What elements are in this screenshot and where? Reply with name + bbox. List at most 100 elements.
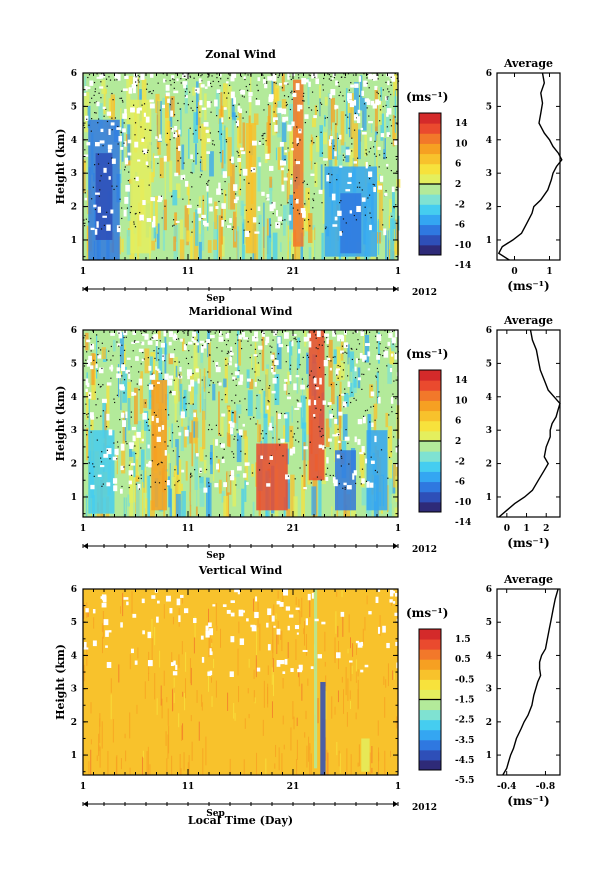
gap-speck	[369, 137, 372, 141]
gap-speck	[142, 148, 148, 154]
noise-dot	[94, 111, 96, 114]
heatmap-streak	[185, 652, 187, 672]
heatmap-streak	[151, 618, 153, 639]
gap-speck	[347, 381, 351, 387]
noise-dot	[262, 137, 264, 140]
heatmap-streak	[240, 206, 242, 227]
noise-dot	[185, 79, 187, 81]
noise-dot	[244, 73, 246, 75]
heatmap-streak	[338, 440, 342, 455]
noise-dot	[84, 424, 87, 427]
gap-speck	[255, 596, 258, 602]
noise-dot	[221, 188, 223, 191]
heatmap-streak	[87, 608, 89, 617]
gap-speck	[332, 73, 336, 77]
noise-dot	[325, 226, 327, 228]
noise-dot	[200, 470, 202, 472]
noise-dot	[243, 179, 245, 181]
gap-speck	[110, 122, 115, 126]
noise-dot	[391, 411, 393, 413]
x-axis-label: Local Time (Day)	[188, 814, 293, 827]
heatmap-streak	[341, 676, 343, 683]
colorbar-swatch	[419, 184, 441, 195]
noise-dot	[313, 142, 315, 144]
colorbar-tick-label: -0.5	[455, 675, 474, 685]
noise-dot	[227, 73, 230, 75]
heatmap-streak	[198, 80, 202, 118]
gap-speck	[362, 359, 365, 362]
gap-speck	[393, 601, 396, 604]
gap-speck	[334, 151, 337, 157]
heatmap-streak	[253, 690, 255, 702]
heatmap-streak	[200, 362, 203, 394]
y-tick-label: 1	[71, 236, 77, 246]
heatmap-streak	[208, 633, 210, 658]
gap-speck	[301, 78, 307, 85]
noise-dot	[356, 186, 359, 188]
heatmap-streak	[196, 477, 198, 517]
gap-speck	[207, 80, 211, 87]
gap-speck	[226, 81, 229, 84]
gap-speck	[366, 99, 371, 105]
noise-dot	[236, 126, 239, 128]
gap-speck	[298, 128, 302, 134]
colorbar-swatch	[419, 204, 441, 215]
noise-dot	[277, 223, 279, 225]
heatmap-streak	[264, 137, 268, 163]
gap-speck	[353, 114, 359, 121]
noise-dot	[185, 344, 188, 346]
noise-dot	[374, 469, 376, 472]
gap-speck	[251, 625, 257, 632]
gap-speck	[135, 176, 139, 182]
gap-speck	[163, 155, 167, 162]
heatmap-streak	[154, 673, 156, 700]
heatmap-streak	[396, 716, 398, 729]
noise-dot	[151, 373, 153, 375]
noise-dot	[135, 452, 137, 455]
noise-dot	[308, 107, 310, 109]
heatmap-streak	[171, 652, 173, 664]
noise-dot	[199, 476, 201, 478]
heatmap-streak	[159, 650, 161, 668]
profile-line	[502, 588, 559, 776]
heatmap-streak	[331, 97, 335, 123]
noise-dot	[253, 168, 255, 170]
gap-speck	[132, 331, 136, 335]
gap-speck	[190, 379, 195, 387]
heatmap-streak	[328, 135, 332, 183]
noise-dot	[333, 147, 335, 150]
noise-dot	[379, 354, 381, 356]
gap-speck	[395, 641, 399, 646]
noise-dot	[255, 337, 257, 339]
gap-speck	[108, 176, 111, 180]
gap-speck	[188, 341, 193, 345]
heatmap-streak	[247, 331, 249, 357]
noise-dot	[116, 185, 118, 187]
noise-dot	[143, 358, 145, 360]
gap-speck	[116, 127, 122, 130]
noise-dot	[298, 213, 300, 215]
heatmap-streak	[141, 482, 144, 517]
noise-dot	[341, 345, 344, 347]
heatmap-streak	[272, 658, 274, 675]
noise-dot	[242, 117, 244, 119]
noise-dot	[338, 434, 340, 436]
noise-dot	[90, 424, 92, 427]
gap-speck	[370, 391, 375, 397]
noise-dot	[276, 330, 279, 332]
gap-speck	[361, 90, 365, 97]
heatmap-streak	[384, 697, 386, 718]
gap-speck	[385, 96, 388, 101]
heatmap-streak	[168, 353, 174, 365]
gap-speck	[165, 92, 170, 97]
heatmap-streak	[202, 195, 205, 230]
gap-speck	[225, 333, 228, 338]
noise-dot	[210, 339, 212, 341]
heatmap-streak	[227, 447, 231, 493]
noise-dot	[191, 231, 193, 233]
gap-speck	[246, 618, 249, 622]
year-label: 2012	[412, 545, 437, 555]
heatmap-streak	[326, 749, 328, 775]
noise-dot	[377, 371, 379, 373]
noise-dot	[309, 74, 311, 77]
